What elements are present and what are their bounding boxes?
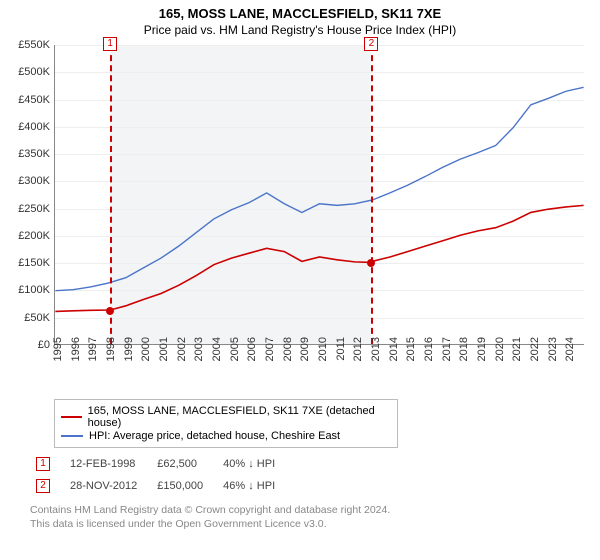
sale-vline <box>110 45 112 344</box>
x-axis-label: 2014 <box>388 337 400 361</box>
plot-area: 12 <box>54 45 584 345</box>
y-axis-label: £200K <box>4 230 50 242</box>
x-axis-label: 2016 <box>423 337 435 361</box>
sale-marker: 2 <box>364 37 378 51</box>
y-axis-label: £100K <box>4 284 50 296</box>
y-axis-label: £550K <box>4 39 50 51</box>
legend-label: HPI: Average price, detached house, Ches… <box>89 430 340 442</box>
series-property <box>55 205 583 311</box>
sale-vline <box>371 45 373 344</box>
legend: 165, MOSS LANE, MACCLESFIELD, SK11 7XE (… <box>54 399 398 448</box>
x-axis-label: 1999 <box>123 337 135 361</box>
x-axis-label: 1998 <box>105 337 117 361</box>
x-axis-label: 2005 <box>229 337 241 361</box>
sale-delta: 46% ↓ HPI <box>219 476 289 496</box>
x-axis-label: 2013 <box>370 337 382 361</box>
y-axis-label: £0 <box>4 339 50 351</box>
x-axis-label: 2021 <box>511 337 523 361</box>
legend-swatch <box>61 435 83 437</box>
x-axis-label: 2007 <box>264 337 276 361</box>
sale-point <box>106 307 114 315</box>
footer-line: Contains HM Land Registry data © Crown c… <box>30 504 580 518</box>
sale-price: £62,500 <box>153 454 217 474</box>
legend-item: 165, MOSS LANE, MACCLESFIELD, SK11 7XE (… <box>61 405 391 429</box>
sale-point <box>367 259 375 267</box>
x-axis-label: 2004 <box>211 337 223 361</box>
x-axis-label: 2006 <box>246 337 258 361</box>
table-row: 1 12-FEB-1998£62,50040% ↓ HPI <box>32 454 289 474</box>
x-axis-label: 1995 <box>52 337 64 361</box>
x-axis-label: 2023 <box>547 337 559 361</box>
y-axis-label: £450K <box>4 94 50 106</box>
table-row: 2 28-NOV-2012£150,00046% ↓ HPI <box>32 476 289 496</box>
x-axis-label: 2009 <box>299 337 311 361</box>
chart-lines <box>55 45 584 344</box>
x-axis-label: 2019 <box>476 337 488 361</box>
sale-badge: 1 <box>36 457 50 471</box>
footer-attribution: Contains HM Land Registry data © Crown c… <box>30 504 580 531</box>
x-axis-label: 2008 <box>282 337 294 361</box>
x-axis-label: 2020 <box>494 337 506 361</box>
sales-table: 1 12-FEB-1998£62,50040% ↓ HPI 2 28-NOV-2012… <box>30 452 291 498</box>
sale-marker: 1 <box>103 37 117 51</box>
x-axis-label: 2017 <box>441 337 453 361</box>
x-axis-label: 2011 <box>335 337 347 361</box>
y-axis-label: £250K <box>4 203 50 215</box>
x-axis-label: 2003 <box>193 337 205 361</box>
series-hpi <box>55 87 583 290</box>
x-axis-label: 2010 <box>317 337 329 361</box>
x-axis-label: 2002 <box>176 337 188 361</box>
footer-line: This data is licensed under the Open Gov… <box>30 518 580 532</box>
legend-swatch <box>61 416 82 418</box>
x-axis-label: 2001 <box>158 337 170 361</box>
sale-date: 12-FEB-1998 <box>66 454 151 474</box>
chart-subtitle: Price paid vs. HM Land Registry's House … <box>0 21 600 37</box>
y-axis-label: £50K <box>4 312 50 324</box>
sale-badge: 2 <box>36 479 50 493</box>
x-axis-label: 2022 <box>529 337 541 361</box>
chart: 12 £0£50K£100K£150K£200K£250K£300K£350K£… <box>0 37 600 397</box>
y-axis-label: £300K <box>4 175 50 187</box>
y-axis-label: £500K <box>4 66 50 78</box>
x-axis-label: 2024 <box>564 337 576 361</box>
y-axis-label: £400K <box>4 121 50 133</box>
sale-delta: 40% ↓ HPI <box>219 454 289 474</box>
y-axis-label: £150K <box>4 257 50 269</box>
x-axis-label: 2012 <box>352 337 364 361</box>
sale-price: £150,000 <box>153 476 217 496</box>
x-axis-label: 2015 <box>405 337 417 361</box>
x-axis-label: 2018 <box>458 337 470 361</box>
chart-title: 165, MOSS LANE, MACCLESFIELD, SK11 7XE <box>0 6 600 21</box>
x-axis-label: 2000 <box>140 337 152 361</box>
x-axis-label: 1997 <box>87 337 99 361</box>
x-axis-label: 1996 <box>70 337 82 361</box>
legend-label: 165, MOSS LANE, MACCLESFIELD, SK11 7XE (… <box>88 405 391 429</box>
y-axis-label: £350K <box>4 148 50 160</box>
sale-date: 28-NOV-2012 <box>66 476 151 496</box>
legend-item: HPI: Average price, detached house, Ches… <box>61 430 391 442</box>
